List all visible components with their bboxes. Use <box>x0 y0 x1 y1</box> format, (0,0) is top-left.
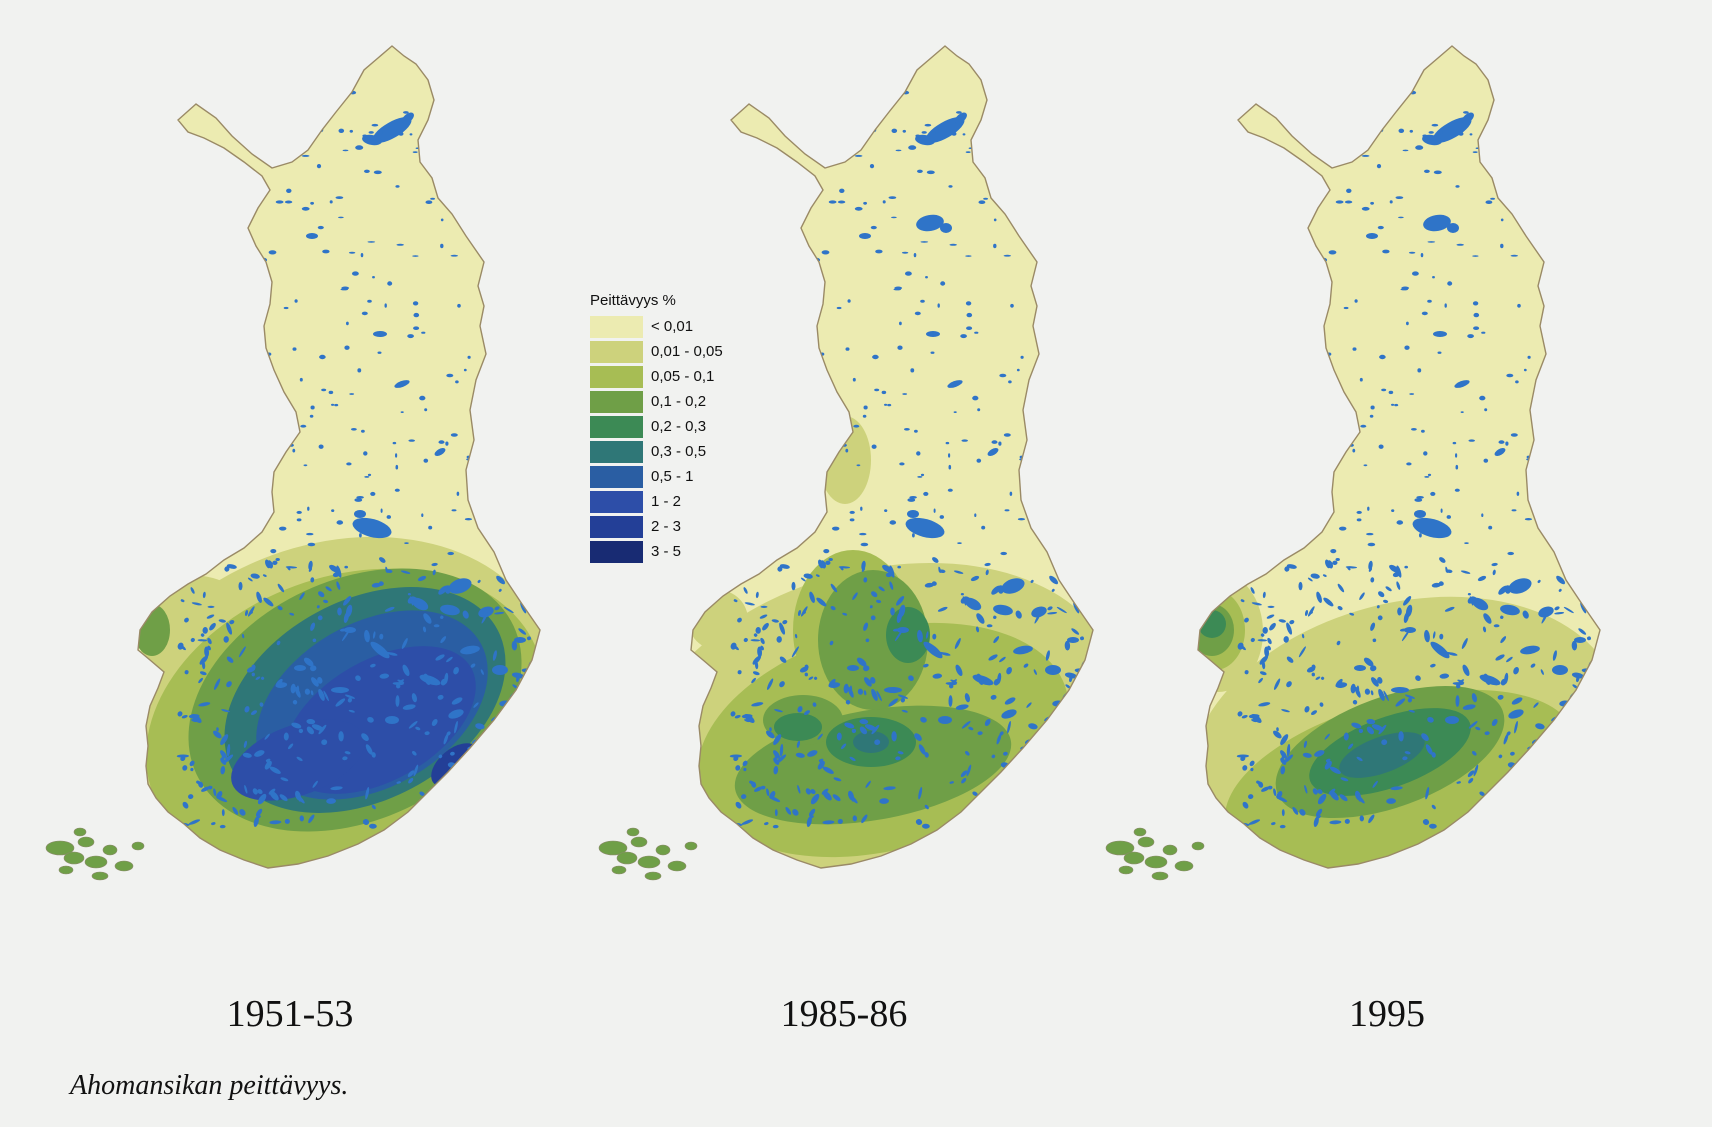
archipelago <box>598 827 698 881</box>
finland-map-1995 <box>1105 45 1601 881</box>
finland-map-1951-53 <box>45 45 541 881</box>
legend-label: < 0,01 <box>651 318 694 335</box>
legend-item: 0,05 - 0,1 <box>590 364 730 389</box>
legend-swatch <box>590 540 643 563</box>
legend-title: Peittävyys % <box>590 292 676 309</box>
legend-label: 0,1 - 0,2 <box>651 393 707 410</box>
legend-swatch <box>590 465 643 488</box>
legend: Peittävyys % < 0,01 0,01 - 0,05 0,05 - 0,1… <box>590 292 730 564</box>
coastline-border <box>1197 45 1601 869</box>
legend-swatch <box>590 340 643 363</box>
legend-swatch <box>590 365 643 388</box>
legend-label: 2 - 3 <box>651 518 682 535</box>
map-year-label-1995: 1995 <box>1349 993 1425 1035</box>
legend-label: 0,05 - 0,1 <box>651 368 715 385</box>
legend-item: < 0,01 <box>590 314 730 339</box>
legend-item: 3 - 5 <box>590 539 730 564</box>
legend-item: 0,3 - 0,5 <box>590 439 730 464</box>
coastline-border <box>690 45 1094 869</box>
archipelago <box>1105 827 1205 881</box>
legend-swatch <box>590 415 643 438</box>
coastline-border <box>137 45 541 869</box>
legend-label: 1 - 2 <box>651 493 682 510</box>
legend-item: 2 - 3 <box>590 514 730 539</box>
map-year-label-1985-86: 1985-86 <box>780 993 908 1035</box>
legend-label: 3 - 5 <box>651 543 682 560</box>
legend-item: 0,5 - 1 <box>590 464 730 489</box>
legend-swatch <box>590 315 643 338</box>
legend-label: 0,3 - 0,5 <box>651 443 707 460</box>
legend-item: 0,1 - 0,2 <box>590 389 730 414</box>
archipelago <box>45 827 145 881</box>
map-year-label-1951-53: 1951-53 <box>226 993 354 1035</box>
coverage-zones <box>138 536 540 868</box>
legend-label: 0,01 - 0,05 <box>651 343 723 360</box>
legend-swatch <box>590 515 643 538</box>
legend-swatch <box>590 490 643 513</box>
legend-items: < 0,01 0,01 - 0,05 0,05 - 0,1 0,1 - 0,2 0,2 … <box>590 314 730 564</box>
legend-swatch <box>590 440 643 463</box>
legend-label: 0,5 - 1 <box>651 468 694 485</box>
legend-label: 0,2 - 0,3 <box>651 418 707 435</box>
legend-swatch <box>590 390 643 413</box>
legend-item: 1 - 2 <box>590 489 730 514</box>
legend-item: 0,2 - 0,3 <box>590 414 730 439</box>
legend-item: 0,01 - 0,05 <box>590 339 730 364</box>
figure-caption: Ahomansikan peittävyys. <box>70 1070 349 1101</box>
